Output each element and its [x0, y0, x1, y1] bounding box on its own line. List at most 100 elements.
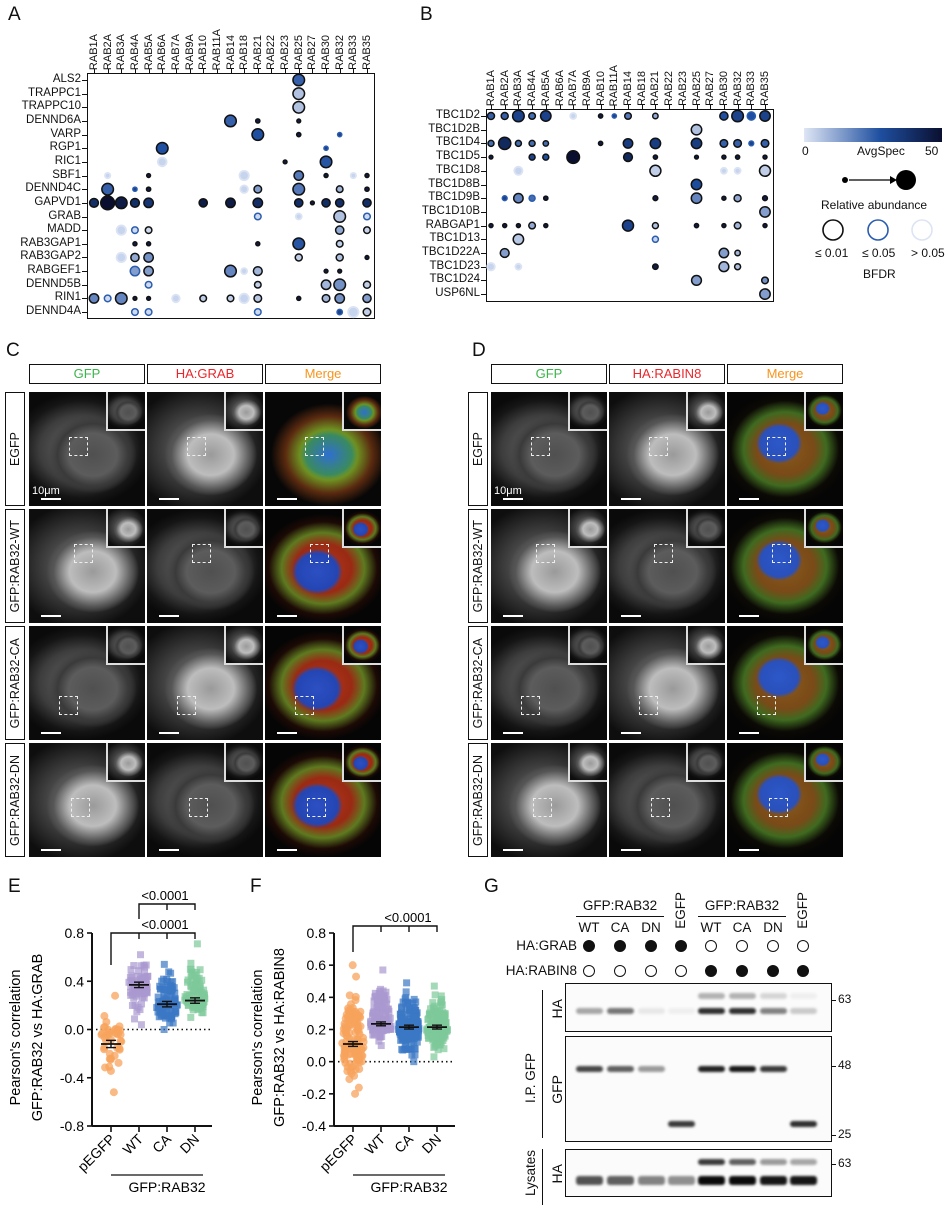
- zoom-inset: [223, 743, 263, 782]
- column-label: RAB9A: [580, 69, 593, 106]
- row-tick: [481, 253, 486, 254]
- mw-marker: 25: [838, 1127, 852, 1141]
- protein-band: [790, 1007, 817, 1014]
- row-tick: [481, 266, 486, 268]
- data-point: [191, 971, 199, 979]
- column-label: RAB30: [717, 71, 730, 106]
- p-value-label: <0.0001: [141, 888, 188, 903]
- y-axis-label: Pearson's correlation: [250, 970, 266, 1106]
- abundance-dot: [499, 247, 510, 259]
- data-point: [132, 992, 140, 1000]
- channel-header-ha-rabin8: HA:RABIN8: [609, 364, 725, 384]
- abundance-dot: [719, 138, 729, 148]
- abundance-dot: [292, 182, 306, 196]
- inset-region-box: [59, 696, 78, 715]
- abundance-dot: [144, 308, 153, 317]
- abundance-dot: [255, 241, 261, 247]
- scale-bar: [621, 614, 641, 617]
- protein-band: [760, 1175, 787, 1185]
- row-tick: [481, 143, 486, 145]
- scale-bar: [159, 848, 179, 851]
- zoom-inset: [567, 743, 607, 782]
- column-tick: [271, 69, 273, 73]
- zoom-inset: [567, 509, 607, 548]
- abundance-dot: [542, 195, 549, 202]
- abundance-dot: [336, 308, 344, 316]
- abundance-dot: [569, 112, 578, 120]
- data-point: [196, 966, 204, 974]
- data-point: [137, 951, 145, 959]
- row-tick: [82, 175, 87, 177]
- zoom-inset: [803, 392, 843, 431]
- abundance-dot: [253, 184, 263, 194]
- abundance-dot: [651, 235, 660, 244]
- zoom-inset: [803, 743, 843, 782]
- data-point: [430, 1053, 438, 1061]
- abundance-dot: [513, 165, 524, 176]
- abundance-dot: [253, 212, 262, 221]
- row-tick: [82, 189, 87, 191]
- data-point: [134, 977, 142, 985]
- protein-band: [790, 993, 817, 1000]
- abundance-dot: [114, 291, 128, 305]
- abundance-dot: [333, 209, 347, 224]
- column-label: RAB21: [649, 71, 662, 106]
- inset-region-box: [533, 798, 552, 817]
- data-point: [378, 1017, 386, 1025]
- abundance-dot: [364, 186, 370, 193]
- data-point: [371, 989, 379, 997]
- abundance-dot: [362, 280, 372, 289]
- data-point: [131, 1001, 139, 1009]
- column-tick: [312, 69, 314, 73]
- column-label: RAB32: [731, 71, 744, 106]
- column-tick: [504, 105, 506, 109]
- row-condition-label: GFP:RAB32-WT: [5, 509, 25, 623]
- column-tick: [162, 69, 164, 73]
- protein-band: [760, 1065, 787, 1072]
- row-tick: [82, 216, 87, 218]
- panel-label-a: A: [8, 4, 21, 25]
- data-point: [411, 1045, 419, 1053]
- abundance-dot: [497, 136, 512, 151]
- filled-circle-icon: [705, 965, 717, 977]
- data-point: [356, 1022, 365, 1031]
- abundance-dot: [621, 219, 635, 232]
- avgspec-max: 50: [925, 144, 939, 158]
- bfdr-title: BFDR: [863, 267, 896, 281]
- protein-band: [607, 1065, 634, 1072]
- abundance-dot: [528, 111, 537, 121]
- data-point: [101, 1063, 110, 1072]
- abundance-dot: [761, 195, 769, 202]
- micrograph-merge: [727, 509, 843, 623]
- condition-label: HA:RABIN8: [505, 963, 577, 978]
- abundance-dot: [145, 186, 152, 193]
- column-label: RAB14: [622, 71, 634, 106]
- scale-bar: [159, 614, 179, 617]
- row-tick: [82, 93, 87, 95]
- data-point: [341, 1058, 350, 1067]
- scale-bar-label: 10μm: [494, 485, 522, 497]
- row-label: TBC1D24: [429, 273, 481, 286]
- y-tick-label: -0.4: [60, 1070, 84, 1086]
- abundance-dot: [539, 110, 552, 122]
- abundance-dot: [622, 151, 634, 163]
- abundance-dot: [486, 111, 496, 121]
- group-label: GFP:RAB32: [370, 1179, 447, 1195]
- abundance-dot: [132, 186, 138, 193]
- abundance-dot: [282, 159, 288, 165]
- micrograph-gfp: 10μm: [29, 392, 145, 506]
- abundance-dot: [114, 196, 128, 210]
- lane-label: DN: [641, 920, 661, 935]
- data-point: [379, 966, 387, 974]
- data-point: [376, 993, 384, 1001]
- abundance-dot: [733, 221, 742, 230]
- micrograph-ha: [609, 743, 725, 857]
- abundance-dot: [335, 253, 344, 262]
- column-tick: [532, 105, 534, 109]
- open-circle-icon: [645, 965, 657, 977]
- data-point: [406, 1005, 414, 1013]
- row-tick: [82, 134, 87, 136]
- protein-band: [698, 1175, 725, 1185]
- scale-bar: [159, 497, 179, 500]
- zoom-inset: [341, 626, 381, 665]
